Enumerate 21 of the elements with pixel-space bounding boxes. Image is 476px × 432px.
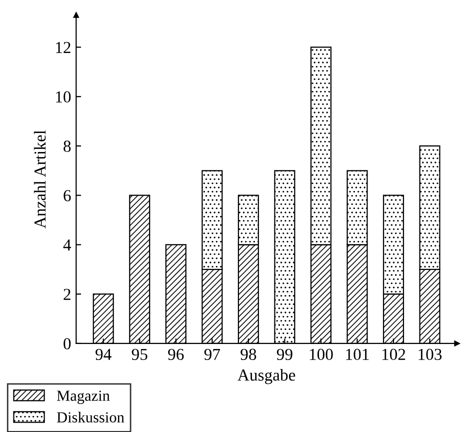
legend-label: Magazin — [56, 390, 110, 404]
x-tick-label: 96 — [168, 348, 184, 360]
x-tick-label: 99 — [276, 348, 292, 360]
x-tick-label: 102 — [382, 348, 406, 360]
legend-label: Diskussion — [56, 412, 124, 422]
x-tick-label: 94 — [96, 348, 112, 360]
y-tick-label: 6 — [64, 190, 71, 202]
x-tick-label: 97 — [204, 348, 220, 360]
y-tick-label: 2 — [64, 288, 70, 300]
y-tick-label: 10 — [56, 91, 71, 103]
y-tick-label: 4 — [63, 240, 72, 250]
x-tick-label: 100 — [310, 348, 333, 360]
y-tick-label: 0 — [64, 338, 71, 350]
x-tick-label: 95 — [132, 348, 148, 360]
y-tick-label: 8 — [64, 140, 71, 152]
y-axis-title: Anzahl Artikel — [34, 130, 46, 228]
x-tick-label: 101 — [346, 348, 369, 360]
x-tick-label: 98 — [240, 348, 256, 360]
x-tick-label: 103 — [418, 348, 442, 360]
y-tick-label: 12 — [56, 42, 70, 53]
x-axis-title: Ausgabe — [238, 368, 296, 384]
